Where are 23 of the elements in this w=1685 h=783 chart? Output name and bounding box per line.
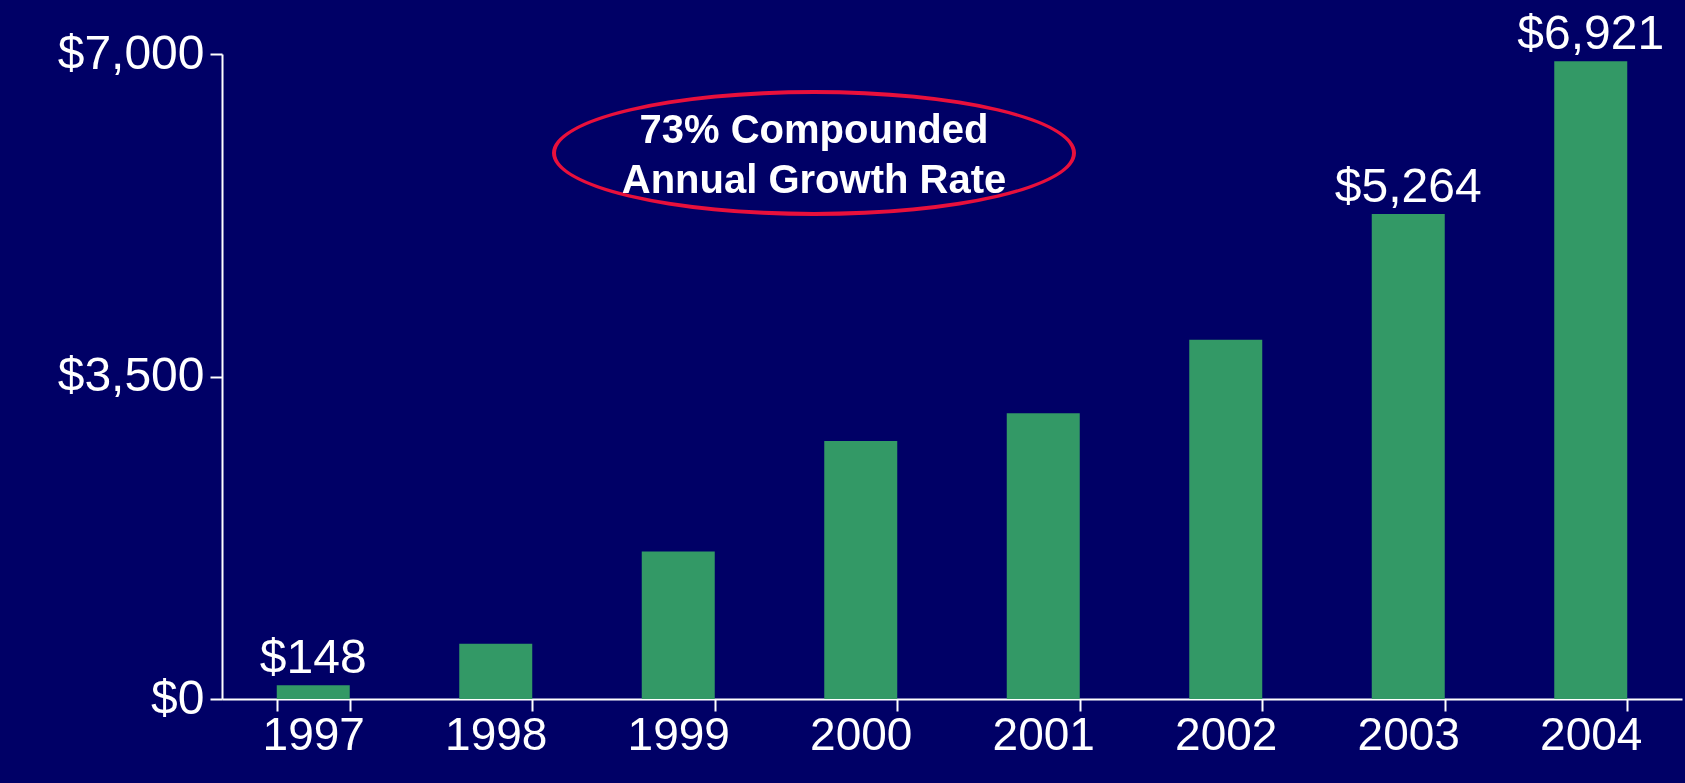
- bar: [824, 441, 898, 699]
- bar: [641, 551, 715, 699]
- bar: [1554, 61, 1628, 699]
- annotation: 73% Compounded Annual Growth Rate: [620, 106, 1008, 203]
- y-tick-label: $7,000: [57, 25, 205, 79]
- x-tick-label: 1999: [627, 707, 730, 760]
- data-label: $148: [259, 630, 367, 684]
- y-tick-label: $0: [151, 670, 205, 724]
- x-tick-label: 1997: [262, 707, 365, 760]
- x-tick-label: 2002: [1175, 707, 1278, 760]
- x-tick-label: 2000: [810, 707, 913, 760]
- x-tick-label: 2001: [992, 707, 1095, 760]
- x-tick-label: 2004: [1540, 707, 1643, 760]
- x-tick-label: 2003: [1357, 707, 1460, 760]
- data-label: $6,921: [1517, 6, 1665, 60]
- bar: [1371, 213, 1445, 699]
- y-tick-label: $3,500: [57, 348, 205, 401]
- bar: [276, 685, 350, 699]
- data-label: $5,264: [1334, 158, 1482, 212]
- bar: [1189, 339, 1263, 699]
- x-tick-label: 1998: [445, 707, 548, 760]
- bar: [1006, 413, 1080, 699]
- bar: [459, 643, 533, 699]
